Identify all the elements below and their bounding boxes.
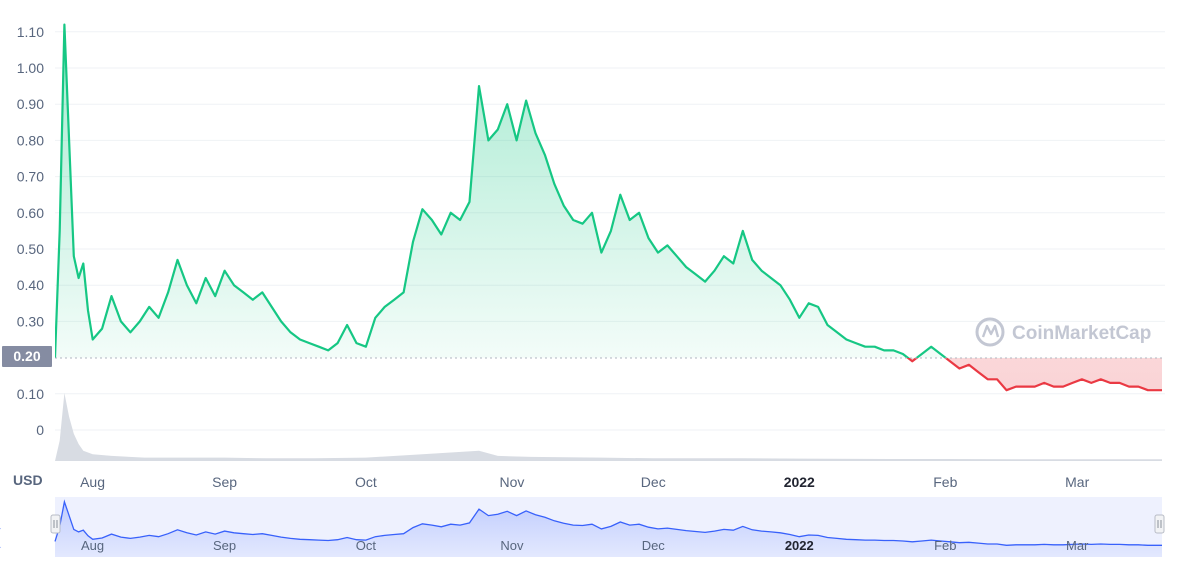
x-tick-label: Oct [355, 474, 377, 490]
x-tick-label: Sep [212, 474, 237, 490]
navigator-right-handle[interactable] [1154, 514, 1165, 534]
navigator-tick-label: Nov [500, 538, 524, 553]
y-tick-label: 1.10 [17, 24, 44, 40]
coinmarketcap-logo-mark [981, 324, 1000, 338]
y-tick-label: 0.50 [17, 241, 44, 257]
y-tick-label: 1.00 [17, 60, 44, 76]
navigator-ticks: Aug Sep Oct Nov Dec 2022 Feb Mar [81, 538, 1089, 553]
range-navigator[interactable]: Aug Sep Oct Nov Dec 2022 Feb Mar [50, 497, 1165, 557]
current-price-label: 0.20 [13, 348, 40, 364]
volume-area [55, 393, 1162, 461]
coinmarketcap-logo-icon [975, 317, 1005, 347]
navigator-left-handle[interactable] [50, 514, 61, 534]
x-tick-label: Feb [933, 474, 957, 490]
y-axis-ticks: 1.10 1.00 0.90 0.80 0.70 0.60 0.50 0.40 0.30 0.10… [17, 24, 44, 438]
x-axis-ticks: Aug Sep Oct Nov Dec 2022 Feb Mar [80, 474, 1090, 490]
y-tick-label: 0.40 [17, 277, 44, 293]
navigator-tick-label: Sep [213, 538, 236, 553]
coinmarketcap-watermark: CoinMarketCap [975, 317, 1151, 347]
navigator-series [54, 499, 1162, 557]
price-area-up [55, 24, 1162, 358]
y-tick-label: 0.60 [17, 205, 44, 221]
y-tick-label: 0.70 [17, 169, 44, 185]
x-tick-label: Mar [1065, 474, 1089, 490]
watermark-text: CoinMarketCap [1012, 323, 1151, 344]
current-price-badge [2, 346, 52, 367]
navigator-tick-label: Mar [1066, 538, 1089, 553]
navigator-line [54, 499, 1162, 546]
price-line-down [906, 358, 1162, 392]
x-tick-label: Dec [641, 474, 666, 490]
navigator-tick-label: Aug [81, 538, 104, 553]
x-tick-label: Aug [80, 474, 105, 490]
volume-bars [55, 393, 1162, 461]
x-tick-label: Nov [499, 474, 524, 490]
y-tick-label: 0.30 [17, 313, 44, 329]
y-tick-label: 0.90 [17, 96, 44, 112]
y-tick-label: 0.80 [17, 132, 44, 148]
unit-label: USD [13, 472, 43, 488]
price-area [55, 23, 1162, 392]
navigator-tick-label: Dec [642, 538, 666, 553]
navigator-tick-label: 2022 [785, 538, 814, 553]
y-tick-label: 0 [36, 422, 44, 438]
y-tick-label: 0.10 [17, 386, 44, 402]
navigator-tick-label: Oct [356, 538, 377, 553]
x-tick-label: 2022 [784, 474, 815, 490]
navigator-tick-label: Feb [934, 538, 956, 553]
price-line-up [55, 23, 948, 358]
navigator-area [55, 501, 1162, 557]
